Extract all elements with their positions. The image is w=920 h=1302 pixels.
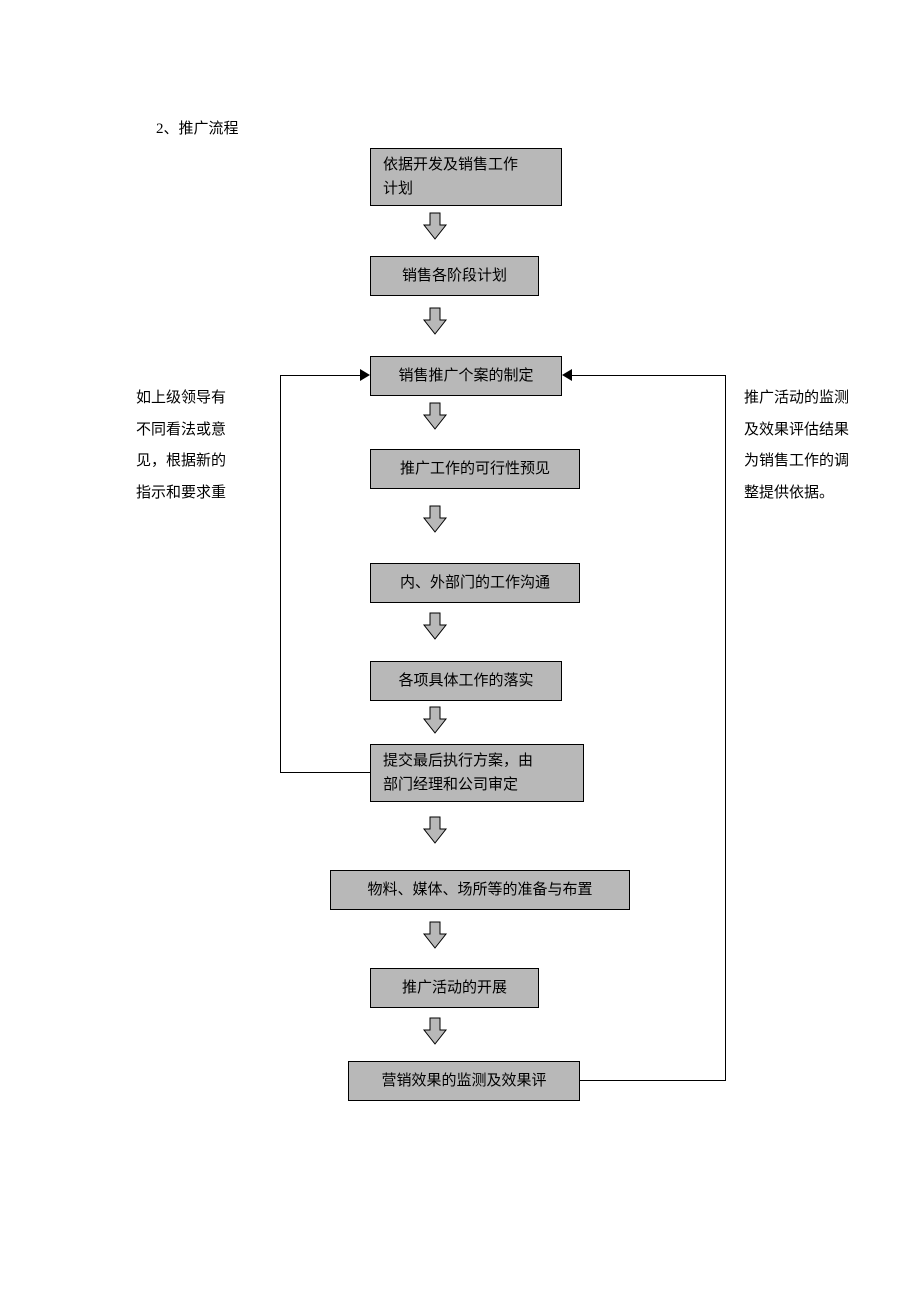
- down-arrow-icon: [420, 920, 450, 950]
- node-label: 依据开发及销售工作 计划: [383, 153, 518, 201]
- arrowhead-icon: [360, 369, 370, 381]
- arrowhead-icon: [562, 369, 572, 381]
- section-title: 2、推广流程: [156, 117, 239, 138]
- feedback-line-left: [280, 772, 370, 773]
- node-label: 销售推广个案的制定: [398, 364, 533, 388]
- feedback-line-right: [725, 375, 726, 1081]
- node-label: 提交最后执行方案，由 部门经理和公司审定: [383, 749, 533, 797]
- node-label: 推广工作的可行性预见: [400, 457, 550, 481]
- down-arrow-icon: [420, 815, 450, 845]
- down-arrow-icon: [420, 705, 450, 735]
- node-label: 推广活动的开展: [402, 976, 507, 1000]
- node-n1: 依据开发及销售工作 计划: [370, 148, 562, 206]
- down-arrow-icon: [420, 306, 450, 336]
- side-note-left: 如上级领导有 不同看法或意 见，根据新的 指示和要求重: [136, 383, 276, 509]
- node-n7: 提交最后执行方案，由 部门经理和公司审定: [370, 744, 584, 802]
- node-label: 销售各阶段计划: [402, 264, 507, 288]
- feedback-line-left: [280, 375, 281, 773]
- down-arrow-icon: [420, 504, 450, 534]
- node-n6: 各项具体工作的落实: [370, 661, 562, 701]
- feedback-line-right: [572, 375, 725, 376]
- node-label: 各项具体工作的落实: [398, 669, 533, 693]
- feedback-line-left: [280, 375, 360, 376]
- down-arrow-icon: [420, 401, 450, 431]
- node-label: 内、外部门的工作沟通: [400, 571, 550, 595]
- node-n2: 销售各阶段计划: [370, 256, 539, 296]
- node-n9: 推广活动的开展: [370, 968, 539, 1008]
- node-label: 营销效果的监测及效果评: [381, 1069, 546, 1093]
- node-n3: 销售推广个案的制定: [370, 356, 562, 396]
- side-note-right: 推广活动的监测 及效果评估结果 为销售工作的调 整提供依据。: [744, 383, 899, 509]
- feedback-line-right: [580, 1080, 725, 1081]
- node-n8: 物料、媒体、场所等的准备与布置: [330, 870, 630, 910]
- node-n10: 营销效果的监测及效果评: [348, 1061, 580, 1101]
- down-arrow-icon: [420, 1016, 450, 1046]
- node-label: 物料、媒体、场所等的准备与布置: [367, 878, 592, 902]
- down-arrow-icon: [420, 611, 450, 641]
- node-n4: 推广工作的可行性预见: [370, 449, 580, 489]
- down-arrow-icon: [420, 211, 450, 241]
- node-n5: 内、外部门的工作沟通: [370, 563, 580, 603]
